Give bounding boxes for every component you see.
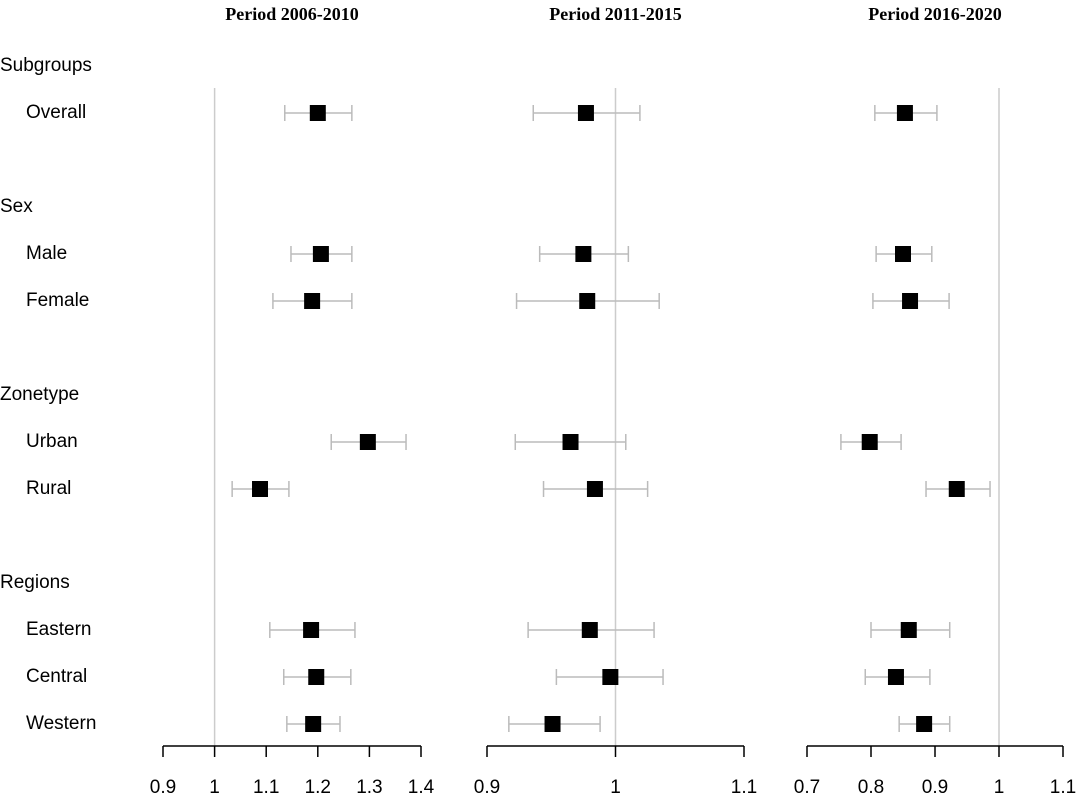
group-label: Subgroups [0,55,92,76]
row-label: Overall [26,102,86,123]
x-tick-label: 1.4 [408,777,435,798]
point-estimate [562,434,579,450]
point-estimate [303,622,320,638]
point-estimate [308,669,325,685]
point-estimate [896,105,913,121]
x-tick-label: 0.7 [794,777,820,798]
point-estimate [916,716,933,732]
point-estimate [305,716,322,732]
point-estimate [544,716,561,732]
row-label: Urban [26,431,78,452]
point-estimate [861,434,878,450]
row-label: Female [26,290,89,311]
point-estimate [902,293,919,309]
x-tick-label: 1 [610,777,621,798]
panel-title: Period 2011-2015 [549,4,682,24]
x-tick-label: 1 [994,777,1005,798]
point-estimate [602,669,619,685]
point-estimate [948,481,965,497]
x-tick-label: 1.1 [731,777,757,798]
x-tick-label: 1 [209,777,220,798]
row-label: Eastern [26,619,91,640]
group-label: Regions [0,572,70,593]
point-estimate [581,622,598,638]
x-tick-label: 1.3 [356,777,382,798]
panel-title: Period 2006-2010 [225,4,358,24]
point-estimate [900,622,917,638]
point-estimate [575,246,592,262]
x-tick-label: 0.8 [858,777,884,798]
group-label: Sex [0,196,33,217]
point-estimate [895,246,911,262]
row-label: Western [26,713,96,734]
point-estimate [579,293,596,309]
point-estimate [304,293,321,309]
x-tick-label: 0.9 [922,777,948,798]
x-tick-label: 1.2 [305,777,331,798]
x-tick-label: 1.1 [1050,777,1076,798]
point-estimate [359,434,376,450]
panel-title: Period 2016-2020 [868,4,1001,24]
point-estimate [577,105,594,121]
x-tick-label: 1.1 [253,777,279,798]
point-estimate [887,669,904,685]
group-label: Zonetype [0,384,79,405]
point-estimate [312,246,329,262]
row-label: Central [26,666,87,687]
row-label: Rural [26,478,71,499]
point-estimate [252,481,269,497]
point-estimate [586,481,603,497]
x-tick-label: 0.9 [150,777,176,798]
x-tick-label: 0.9 [474,777,500,798]
row-label: Male [26,243,67,264]
point-estimate [309,105,326,121]
